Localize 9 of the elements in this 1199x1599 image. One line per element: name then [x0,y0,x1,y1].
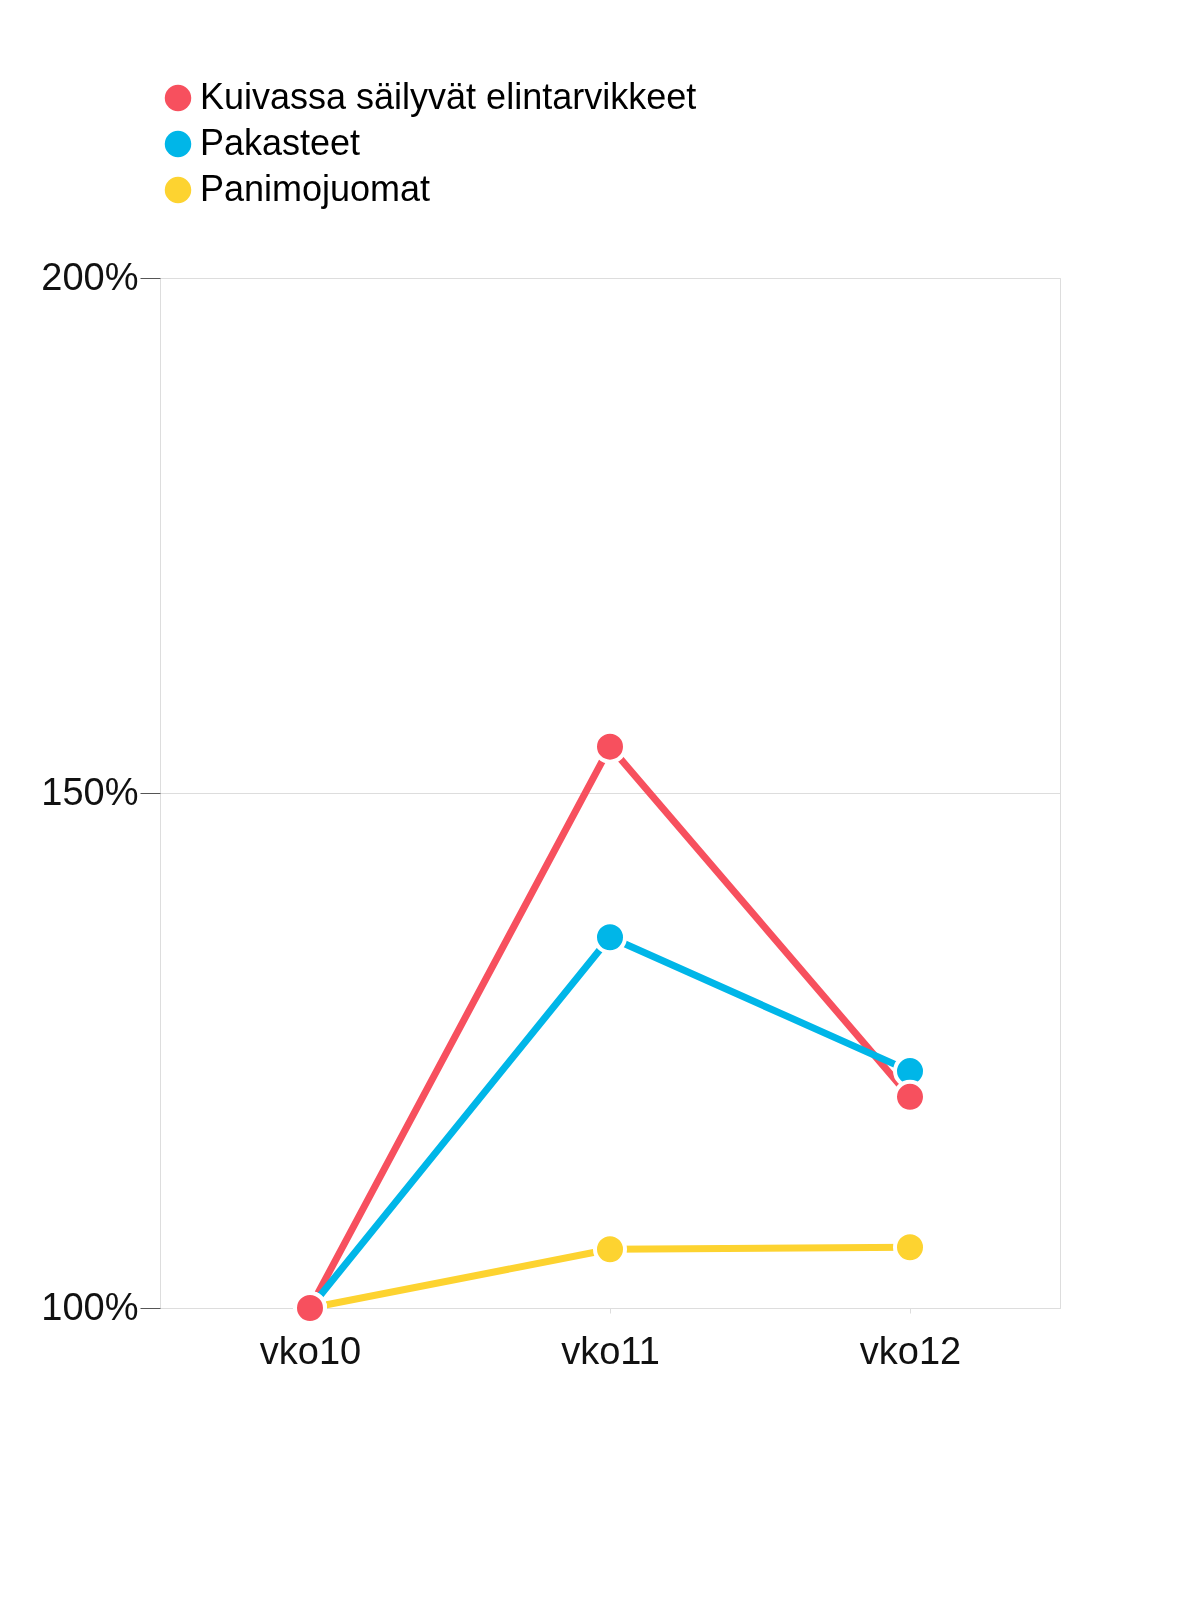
y-tick-label: 100% [41,1285,139,1328]
legend-label: Panimojuomat [200,168,431,209]
y-tick-label: 200% [41,255,139,298]
x-tick-label: vko11 [561,1329,660,1372]
x-tick-label: vko12 [859,1329,962,1372]
legend-label: Pakasteet [200,122,361,163]
y-tick-label: 150% [41,770,139,813]
x-tick-label: vko10 [259,1329,362,1372]
legend-label: Kuivassa säilyvät elintarvikkeet [200,76,697,117]
